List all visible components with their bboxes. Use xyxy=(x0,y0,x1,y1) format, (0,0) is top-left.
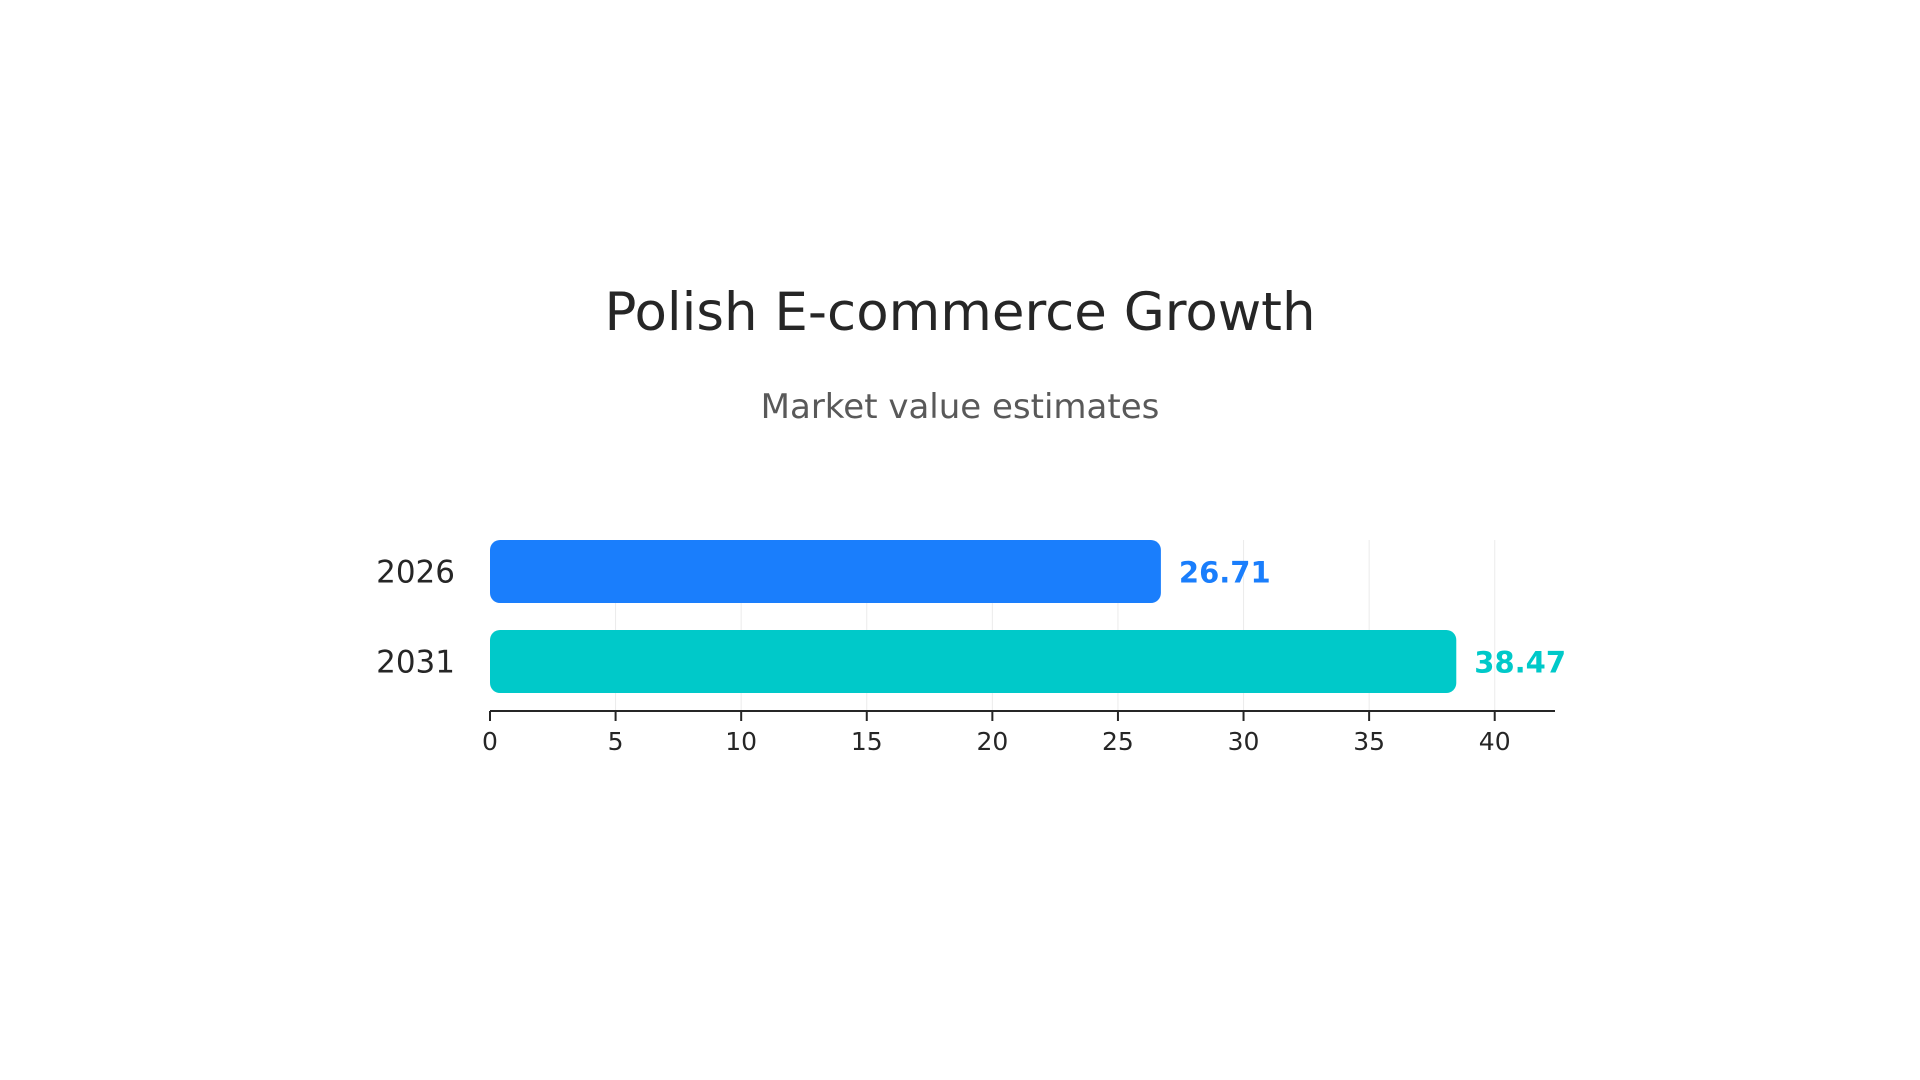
x-tick-label: 40 xyxy=(1479,727,1511,756)
x-tick-label: 5 xyxy=(608,727,624,756)
x-tick-label: 30 xyxy=(1228,727,1260,756)
x-tick-label: 20 xyxy=(976,727,1008,756)
bars: 2026 26.71 2031 38.47 xyxy=(376,540,1566,693)
x-axis: 0 5 10 15 20 25 30 35 40 xyxy=(482,710,1555,756)
x-tick-label: 0 xyxy=(482,727,498,756)
x-tick-label: 35 xyxy=(1353,727,1385,756)
data-label: 38.47 xyxy=(1474,646,1566,680)
x-tick-label: 25 xyxy=(1102,727,1134,756)
category-label: 2031 xyxy=(376,645,455,681)
bar xyxy=(490,630,1457,693)
x-tick-label: 15 xyxy=(851,727,883,756)
category-label: 2026 xyxy=(376,555,455,591)
bar xyxy=(490,540,1161,603)
x-tick-label: 10 xyxy=(725,727,757,756)
chart-subtitle: Market value estimates xyxy=(761,387,1160,427)
data-label: 26.71 xyxy=(1179,556,1271,590)
chart-title: Polish E-commerce Growth xyxy=(604,282,1315,343)
